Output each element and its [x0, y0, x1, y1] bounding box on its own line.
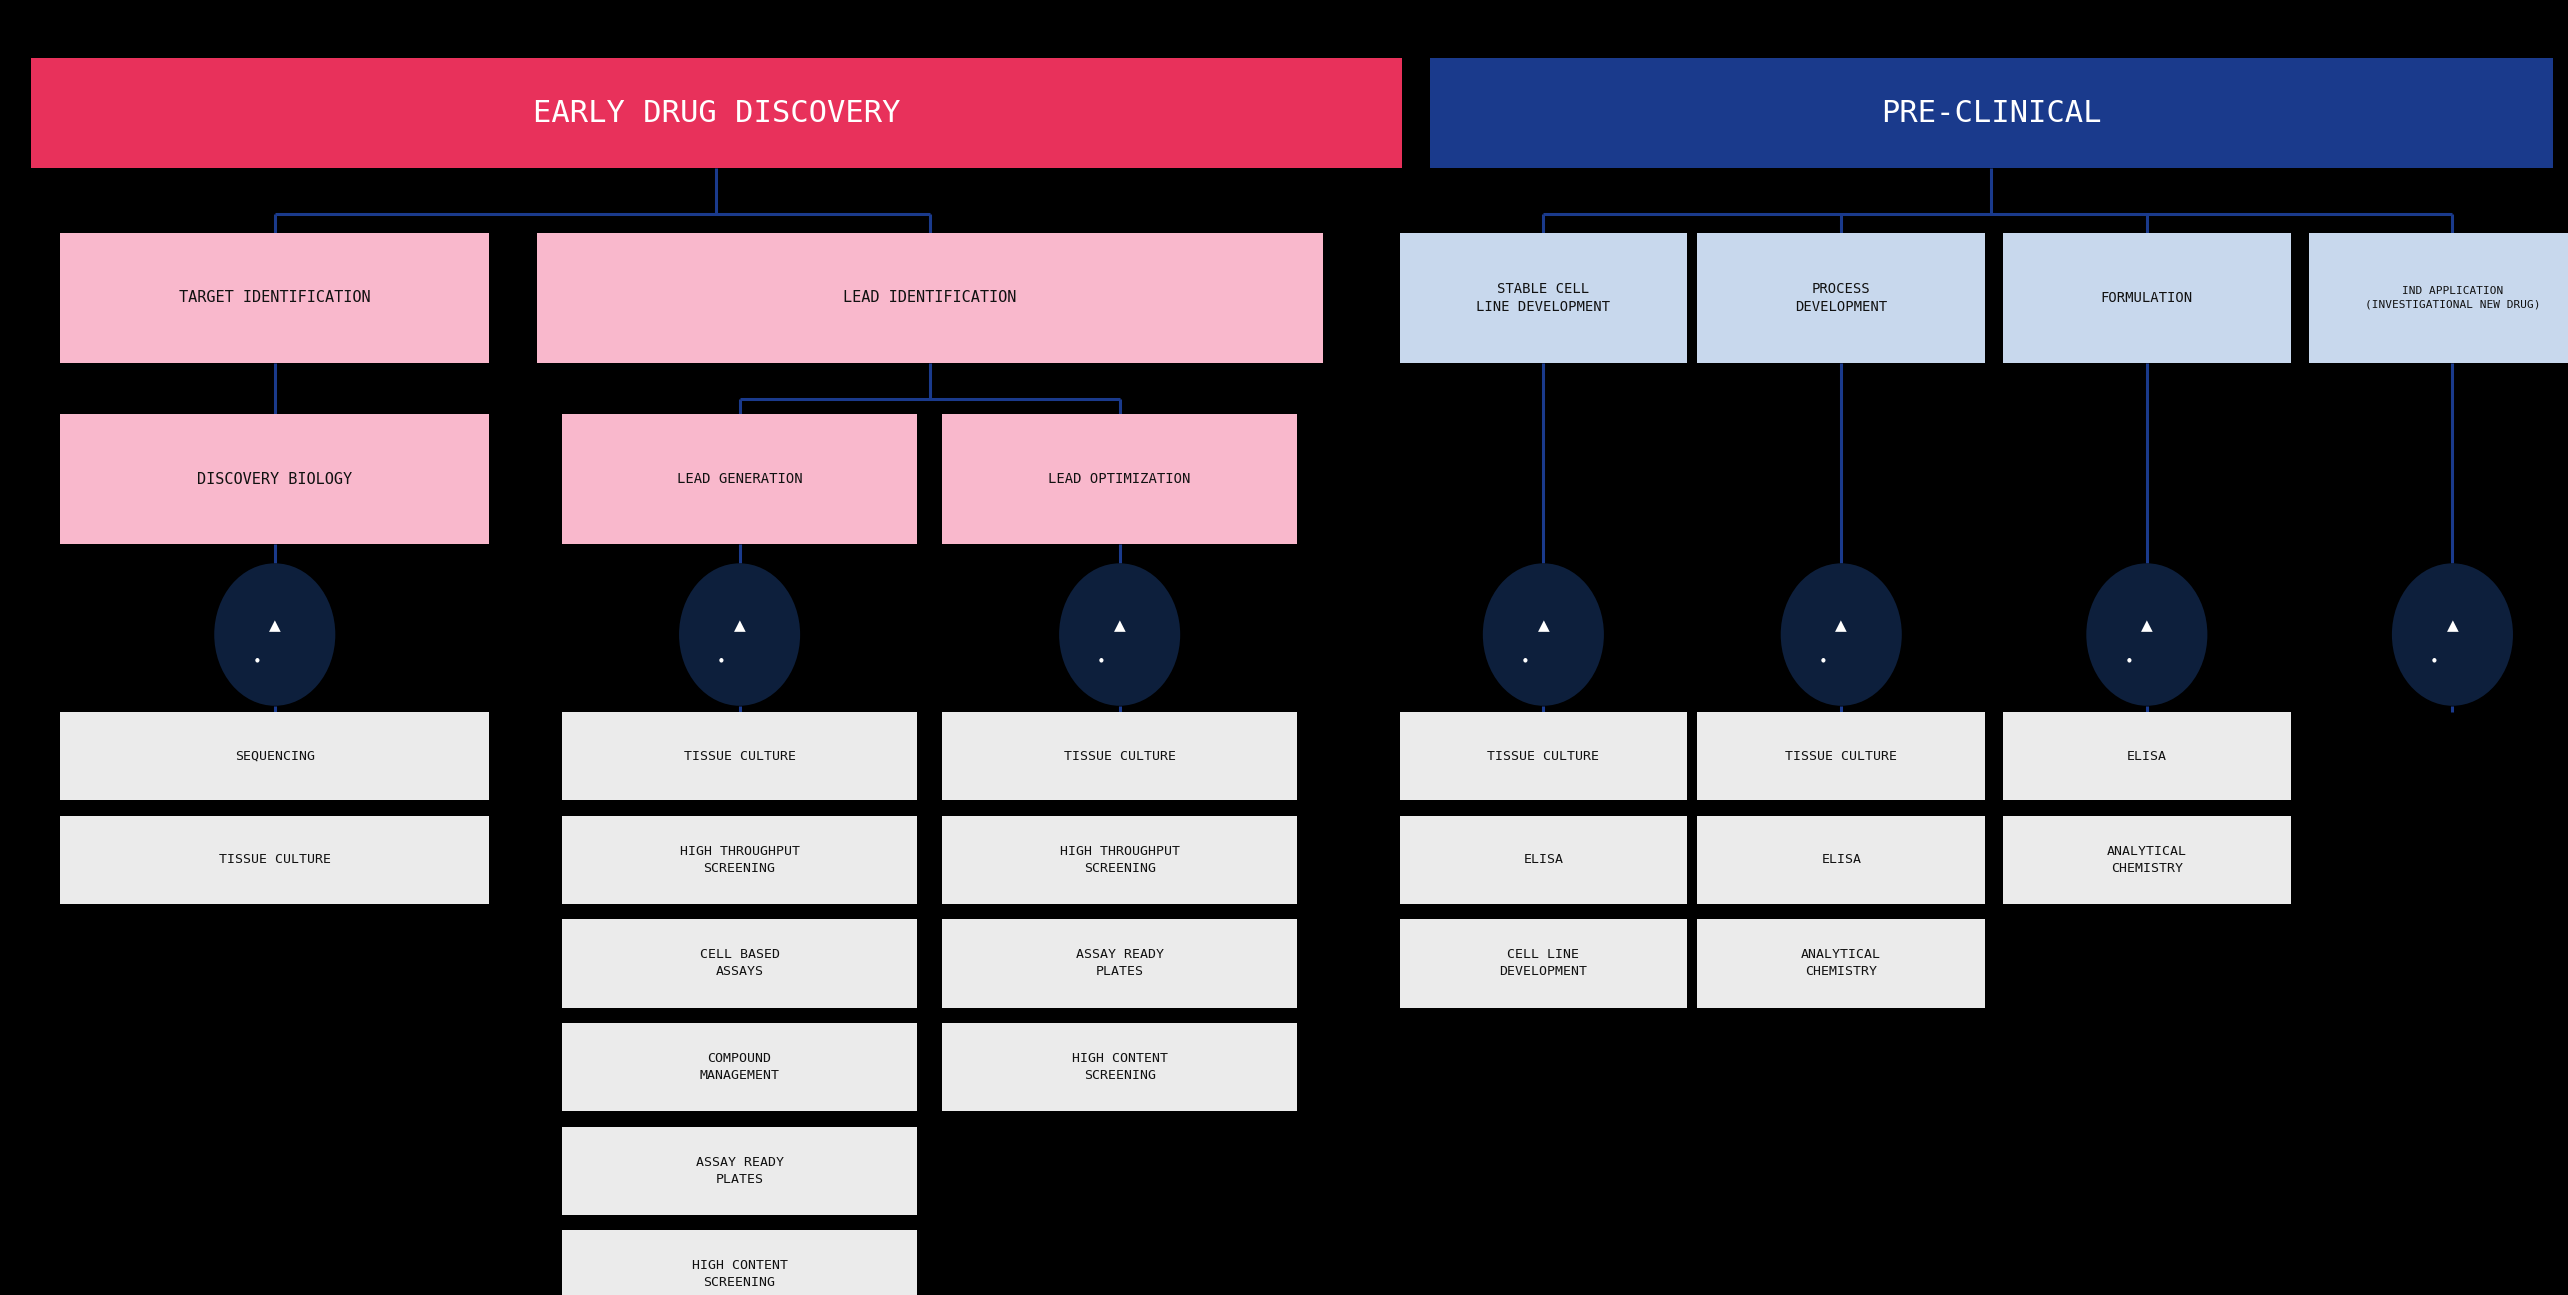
Bar	[1430, 58, 2553, 168]
Bar	[1400, 233, 1687, 363]
Ellipse shape	[1482, 563, 1605, 706]
Text: SEQUENCING: SEQUENCING	[234, 750, 316, 763]
Text: CELL LINE
DEVELOPMENT: CELL LINE DEVELOPMENT	[1500, 948, 1587, 979]
Text: ▲: ▲	[1538, 619, 1549, 633]
Bar	[1697, 233, 1985, 363]
Text: EARLY DRUG DISCOVERY: EARLY DRUG DISCOVERY	[532, 98, 901, 128]
Bar	[59, 233, 490, 363]
Text: TARGET IDENTIFICATION: TARGET IDENTIFICATION	[180, 290, 370, 306]
Text: TISSUE CULTURE: TISSUE CULTURE	[683, 750, 796, 763]
Bar	[562, 1127, 917, 1215]
Bar	[59, 712, 490, 800]
Ellipse shape	[213, 563, 336, 706]
Bar	[2003, 712, 2291, 800]
Text: ELISA: ELISA	[1523, 853, 1564, 866]
Bar	[562, 1230, 917, 1295]
Text: ▲: ▲	[2447, 619, 2458, 633]
Bar	[59, 414, 490, 544]
Text: ▲: ▲	[1115, 619, 1125, 633]
Bar	[942, 414, 1297, 544]
Text: ▲: ▲	[734, 619, 745, 633]
Bar	[537, 233, 1323, 363]
Text: ●: ●	[1099, 657, 1104, 662]
Bar	[942, 712, 1297, 800]
Bar	[942, 919, 1297, 1008]
Text: TISSUE CULTURE: TISSUE CULTURE	[1487, 750, 1600, 763]
Text: PROCESS
DEVELOPMENT: PROCESS DEVELOPMENT	[1795, 281, 1887, 315]
Text: LEAD IDENTIFICATION: LEAD IDENTIFICATION	[842, 290, 1017, 306]
Text: ●: ●	[254, 657, 259, 662]
Ellipse shape	[1058, 563, 1181, 706]
Bar	[942, 1023, 1297, 1111]
Text: ●: ●	[719, 657, 724, 662]
Text: HIGH CONTENT
SCREENING: HIGH CONTENT SCREENING	[691, 1259, 788, 1290]
Text: FORMULATION: FORMULATION	[2101, 291, 2193, 304]
Ellipse shape	[1780, 563, 1903, 706]
Ellipse shape	[678, 563, 801, 706]
Text: ELISA: ELISA	[1821, 853, 1862, 866]
Bar	[1697, 712, 1985, 800]
Bar	[31, 58, 1402, 168]
Text: ASSAY READY
PLATES: ASSAY READY PLATES	[696, 1155, 783, 1186]
Text: ▲: ▲	[1836, 619, 1846, 633]
Bar	[2309, 233, 2568, 363]
Text: ●: ●	[1523, 657, 1528, 662]
Text: ▲: ▲	[270, 619, 280, 633]
Bar	[562, 414, 917, 544]
Text: COMPOUND
MANAGEMENT: COMPOUND MANAGEMENT	[698, 1052, 781, 1083]
Text: ●: ●	[2126, 657, 2131, 662]
Text: ELISA: ELISA	[2126, 750, 2167, 763]
Text: LEAD GENERATION: LEAD GENERATION	[678, 473, 801, 486]
Text: ANALYTICAL
CHEMISTRY: ANALYTICAL CHEMISTRY	[2106, 844, 2188, 875]
Text: DISCOVERY BIOLOGY: DISCOVERY BIOLOGY	[198, 471, 352, 487]
Text: HIGH THROUGHPUT
SCREENING: HIGH THROUGHPUT SCREENING	[681, 844, 799, 875]
Text: LEAD OPTIMIZATION: LEAD OPTIMIZATION	[1048, 473, 1192, 486]
Bar	[942, 816, 1297, 904]
Text: TISSUE CULTURE: TISSUE CULTURE	[1063, 750, 1176, 763]
Bar	[2003, 816, 2291, 904]
Text: TISSUE CULTURE: TISSUE CULTURE	[218, 853, 331, 866]
Text: PRE-CLINICAL: PRE-CLINICAL	[1882, 98, 2101, 128]
Text: STABLE CELL
LINE DEVELOPMENT: STABLE CELL LINE DEVELOPMENT	[1477, 281, 1610, 315]
Bar	[562, 919, 917, 1008]
Bar	[1697, 919, 1985, 1008]
Ellipse shape	[2391, 563, 2514, 706]
Text: ●: ●	[1821, 657, 1826, 662]
Bar	[1400, 919, 1687, 1008]
Bar	[562, 816, 917, 904]
Bar	[562, 712, 917, 800]
Text: IND APPLICATION
(INVESTIGATIONAL NEW DRUG): IND APPLICATION (INVESTIGATIONAL NEW DRU…	[2365, 286, 2540, 310]
Text: ASSAY READY
PLATES: ASSAY READY PLATES	[1076, 948, 1163, 979]
Text: ▲: ▲	[2142, 619, 2152, 633]
Text: ANALYTICAL
CHEMISTRY: ANALYTICAL CHEMISTRY	[1800, 948, 1882, 979]
Bar	[1400, 816, 1687, 904]
Text: HIGH CONTENT
SCREENING: HIGH CONTENT SCREENING	[1071, 1052, 1168, 1083]
Text: ●: ●	[2432, 657, 2437, 662]
Bar	[2003, 233, 2291, 363]
Bar	[562, 1023, 917, 1111]
Bar	[1400, 712, 1687, 800]
Text: HIGH THROUGHPUT
SCREENING: HIGH THROUGHPUT SCREENING	[1061, 844, 1179, 875]
Bar	[1697, 816, 1985, 904]
Ellipse shape	[2085, 563, 2208, 706]
Text: CELL BASED
ASSAYS: CELL BASED ASSAYS	[698, 948, 781, 979]
Bar	[59, 816, 490, 904]
Text: TISSUE CULTURE: TISSUE CULTURE	[1785, 750, 1898, 763]
